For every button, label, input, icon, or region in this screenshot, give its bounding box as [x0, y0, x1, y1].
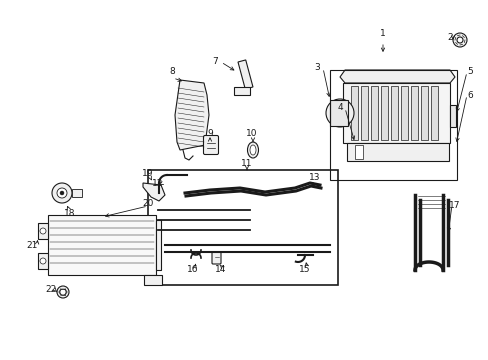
Polygon shape: [339, 70, 454, 83]
Polygon shape: [175, 80, 208, 150]
Bar: [346, 143, 448, 161]
Bar: [143, 275, 162, 285]
Text: 8: 8: [169, 68, 175, 77]
Text: 4: 4: [337, 104, 342, 112]
Ellipse shape: [247, 142, 258, 158]
Bar: [370, 86, 377, 140]
Text: 21: 21: [26, 240, 38, 249]
Bar: [38, 253, 48, 269]
Text: 1: 1: [379, 28, 385, 37]
Bar: [238, 60, 252, 89]
Text: 13: 13: [308, 174, 320, 183]
Bar: [342, 83, 449, 143]
Text: 19: 19: [142, 168, 153, 177]
FancyBboxPatch shape: [203, 135, 218, 154]
Text: 9: 9: [207, 129, 212, 138]
Text: 2: 2: [446, 33, 452, 42]
Bar: [329, 70, 456, 180]
Text: 5: 5: [466, 68, 472, 77]
Bar: [360, 86, 367, 140]
Circle shape: [57, 188, 67, 198]
Text: 7: 7: [212, 58, 218, 67]
Bar: [380, 86, 387, 140]
Text: 16: 16: [187, 266, 198, 274]
Bar: [390, 86, 397, 140]
Text: 6: 6: [466, 90, 472, 99]
Circle shape: [57, 286, 69, 298]
Polygon shape: [142, 183, 164, 201]
FancyBboxPatch shape: [212, 252, 221, 264]
Bar: [449, 105, 455, 127]
Bar: [156, 220, 161, 270]
Circle shape: [60, 289, 66, 295]
Text: 22: 22: [45, 285, 57, 294]
Bar: [48, 215, 156, 275]
Circle shape: [60, 191, 64, 195]
Circle shape: [456, 37, 462, 43]
Circle shape: [336, 110, 342, 116]
Circle shape: [325, 99, 353, 127]
Text: 3: 3: [313, 63, 319, 72]
Bar: [350, 86, 357, 140]
Text: 12: 12: [152, 179, 163, 188]
Circle shape: [40, 258, 46, 264]
Bar: [148, 170, 337, 285]
Bar: [38, 223, 48, 239]
Text: 18: 18: [64, 208, 76, 217]
Text: 14: 14: [215, 266, 226, 274]
Text: 10: 10: [246, 129, 257, 138]
Bar: [430, 86, 437, 140]
Circle shape: [52, 183, 72, 203]
Bar: [420, 86, 427, 140]
Bar: [400, 86, 407, 140]
Text: 15: 15: [299, 266, 310, 274]
Bar: [410, 86, 417, 140]
Circle shape: [40, 228, 46, 234]
Bar: [72, 189, 82, 197]
Circle shape: [332, 106, 346, 120]
Text: 17: 17: [448, 201, 460, 210]
Text: 11: 11: [241, 158, 252, 167]
Text: 20: 20: [142, 198, 153, 207]
Bar: [329, 100, 347, 126]
Ellipse shape: [249, 145, 256, 155]
Circle shape: [452, 33, 466, 47]
Bar: [354, 145, 362, 159]
Bar: [234, 87, 249, 95]
